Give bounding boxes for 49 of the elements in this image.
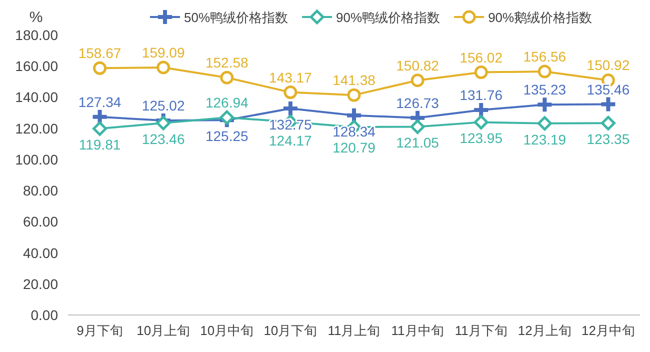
data-label: 120.79 bbox=[332, 139, 376, 156]
data-label: 152.58 bbox=[205, 54, 249, 71]
y-tick-label: 60.00 bbox=[22, 214, 58, 230]
y-tick-label: 140.00 bbox=[15, 89, 58, 106]
data-label: 150.92 bbox=[586, 57, 630, 74]
data-label: 159.09 bbox=[142, 44, 185, 61]
x-tick-label: 9月下旬 bbox=[76, 323, 123, 338]
y-tick-label: 20.00 bbox=[22, 276, 58, 292]
y-tick-label: 180.00 bbox=[15, 27, 58, 43]
data-label: 125.02 bbox=[142, 98, 185, 114]
data-label: 158.67 bbox=[78, 45, 122, 62]
y-tick-label: 40.00 bbox=[22, 244, 58, 261]
data-label: 123.35 bbox=[586, 131, 630, 148]
legend-label: 50%鸭绒价格指数 bbox=[184, 10, 288, 25]
x-tick-label: 11月上旬 bbox=[328, 323, 380, 338]
data-label: 121.05 bbox=[396, 134, 440, 151]
data-label: 123.19 bbox=[523, 131, 566, 148]
data-label: 135.23 bbox=[523, 82, 566, 98]
x-tick-label: 11月下旬 bbox=[454, 323, 508, 338]
y-tick-label: 120.00 bbox=[15, 120, 58, 136]
y-tick-label: 80.00 bbox=[22, 182, 58, 199]
data-label: 127.34 bbox=[78, 94, 122, 110]
x-tick-label: 10月下旬 bbox=[264, 323, 318, 338]
data-label: 123.46 bbox=[142, 130, 185, 147]
data-label: 131.76 bbox=[460, 87, 503, 104]
data-label: 143.17 bbox=[269, 69, 312, 86]
data-label: 119.81 bbox=[78, 136, 121, 153]
data-label: 123.95 bbox=[460, 130, 503, 146]
legend-label: 90%鸭绒价格指数 bbox=[336, 10, 440, 25]
x-tick-label: 10月中旬 bbox=[200, 323, 254, 338]
data-label: 126.94 bbox=[205, 94, 249, 111]
data-label: 156.56 bbox=[523, 48, 566, 64]
data-label: 156.02 bbox=[460, 49, 503, 66]
data-label: 126.73 bbox=[396, 94, 440, 111]
x-tick-label: 10月上旬 bbox=[136, 323, 190, 338]
data-label: 125.25 bbox=[205, 128, 249, 144]
data-label: 135.46 bbox=[586, 81, 630, 98]
data-label: 150.82 bbox=[396, 57, 440, 74]
x-tick-label: 11月中旬 bbox=[391, 323, 444, 338]
legend-label: 90%鹅绒价格指数 bbox=[488, 10, 592, 25]
y-tick-label: 100.00 bbox=[15, 151, 58, 168]
x-tick-label: 12月上旬 bbox=[518, 323, 572, 338]
data-label: 128.34 bbox=[332, 123, 376, 140]
y-tick-label: 160.00 bbox=[15, 58, 58, 74]
x-tick-label: 12月中旬 bbox=[581, 323, 635, 338]
data-label: 141.38 bbox=[332, 72, 376, 88]
y-tick-label: 0.00 bbox=[30, 307, 58, 323]
data-label: 124.17 bbox=[269, 132, 312, 148]
y-axis-title: % bbox=[29, 9, 43, 26]
